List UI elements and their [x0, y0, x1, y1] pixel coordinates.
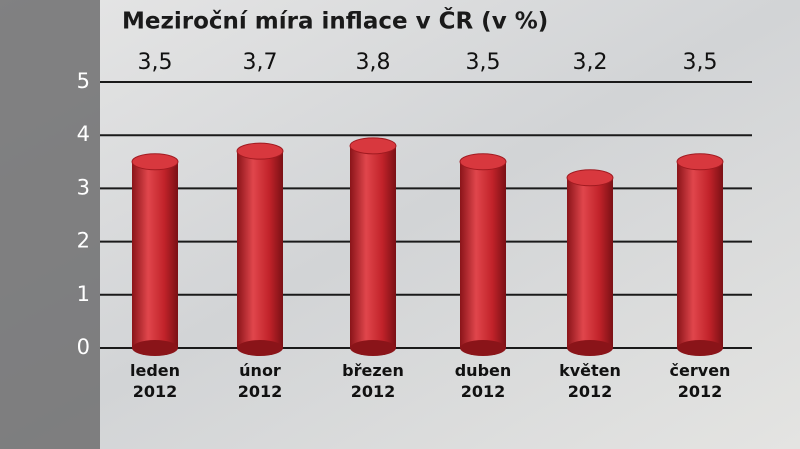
y-tick-label: 5 — [77, 69, 90, 93]
value-label: 3,5 — [138, 50, 173, 75]
y-tick-label: 4 — [77, 122, 90, 146]
bar-cap — [676, 153, 724, 171]
bar-base — [350, 340, 396, 356]
bar-cap — [459, 153, 507, 171]
bar — [567, 177, 613, 348]
bar-base — [237, 340, 283, 356]
bar — [237, 151, 283, 348]
y-tick-label: 3 — [77, 175, 90, 199]
value-label: 3,5 — [683, 50, 718, 75]
x-tick-label: únor 2012 — [237, 361, 283, 401]
bar-cap — [566, 169, 614, 187]
y-tick-label: 0 — [77, 335, 90, 359]
value-label: 3,5 — [466, 50, 501, 75]
bar-base — [132, 340, 178, 356]
bar-base — [677, 340, 723, 356]
value-label: 3,8 — [356, 50, 391, 75]
bar — [460, 161, 506, 348]
bar-base — [460, 340, 506, 356]
bar — [350, 145, 396, 348]
bar-cap — [131, 153, 179, 171]
chart-title: Meziroční míra inflace v ČR (v %) — [122, 7, 548, 35]
y-tick-label: 2 — [77, 229, 90, 253]
bar — [132, 161, 178, 348]
y-tick-label: 1 — [77, 282, 90, 306]
x-tick-label: červen 2012 — [669, 361, 731, 401]
bar-base — [567, 340, 613, 356]
side-panel — [0, 0, 100, 449]
x-tick-label: květen 2012 — [559, 361, 621, 401]
x-tick-label: duben 2012 — [454, 361, 512, 401]
bar — [677, 161, 723, 348]
x-tick-label: březen 2012 — [342, 361, 404, 401]
x-tick-label: leden 2012 — [129, 361, 181, 401]
bar-cap — [349, 137, 397, 155]
bar-cap — [236, 142, 284, 160]
value-label: 3,7 — [243, 50, 278, 75]
value-label: 3,2 — [573, 50, 608, 75]
